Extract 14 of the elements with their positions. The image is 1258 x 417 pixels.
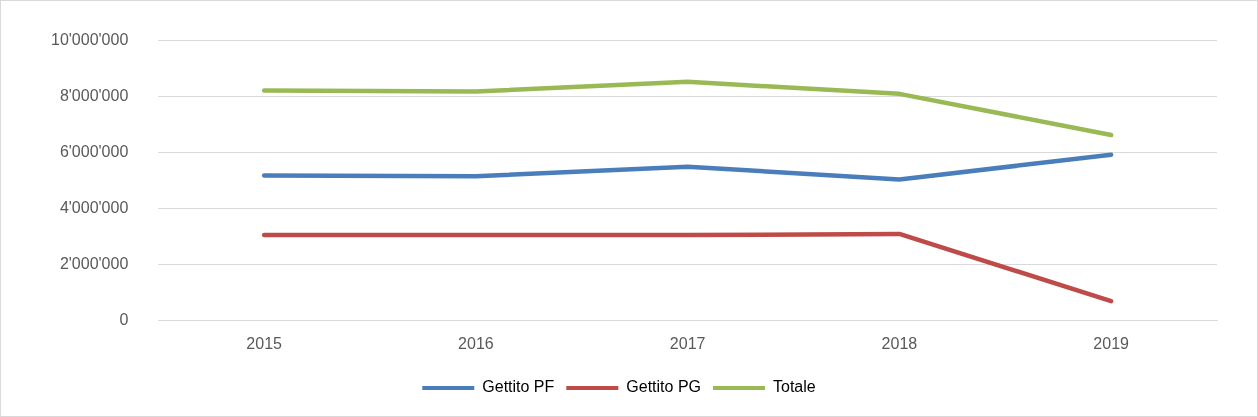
- legend-label: Totale: [773, 378, 816, 396]
- y-tick-label: 8'000'000: [59, 87, 129, 105]
- x-tick-label: 2015: [246, 334, 283, 352]
- x-tick-label: 2016: [458, 334, 494, 352]
- y-tick-label: 2'000'000: [59, 255, 129, 273]
- y-tick-label: 4'000'000: [59, 199, 129, 217]
- y-tick-label: 0: [119, 311, 129, 329]
- legend-label: Gettito PF: [482, 378, 555, 396]
- x-tick-label: 2018: [881, 334, 918, 352]
- y-tick-label: 10'000'000: [51, 31, 129, 49]
- x-tick-label: 2017: [669, 334, 706, 352]
- y-tick-label: 6'000'000: [59, 143, 129, 161]
- x-tick-label: 2019: [1093, 334, 1130, 352]
- legend-label: Gettito PG: [626, 378, 702, 396]
